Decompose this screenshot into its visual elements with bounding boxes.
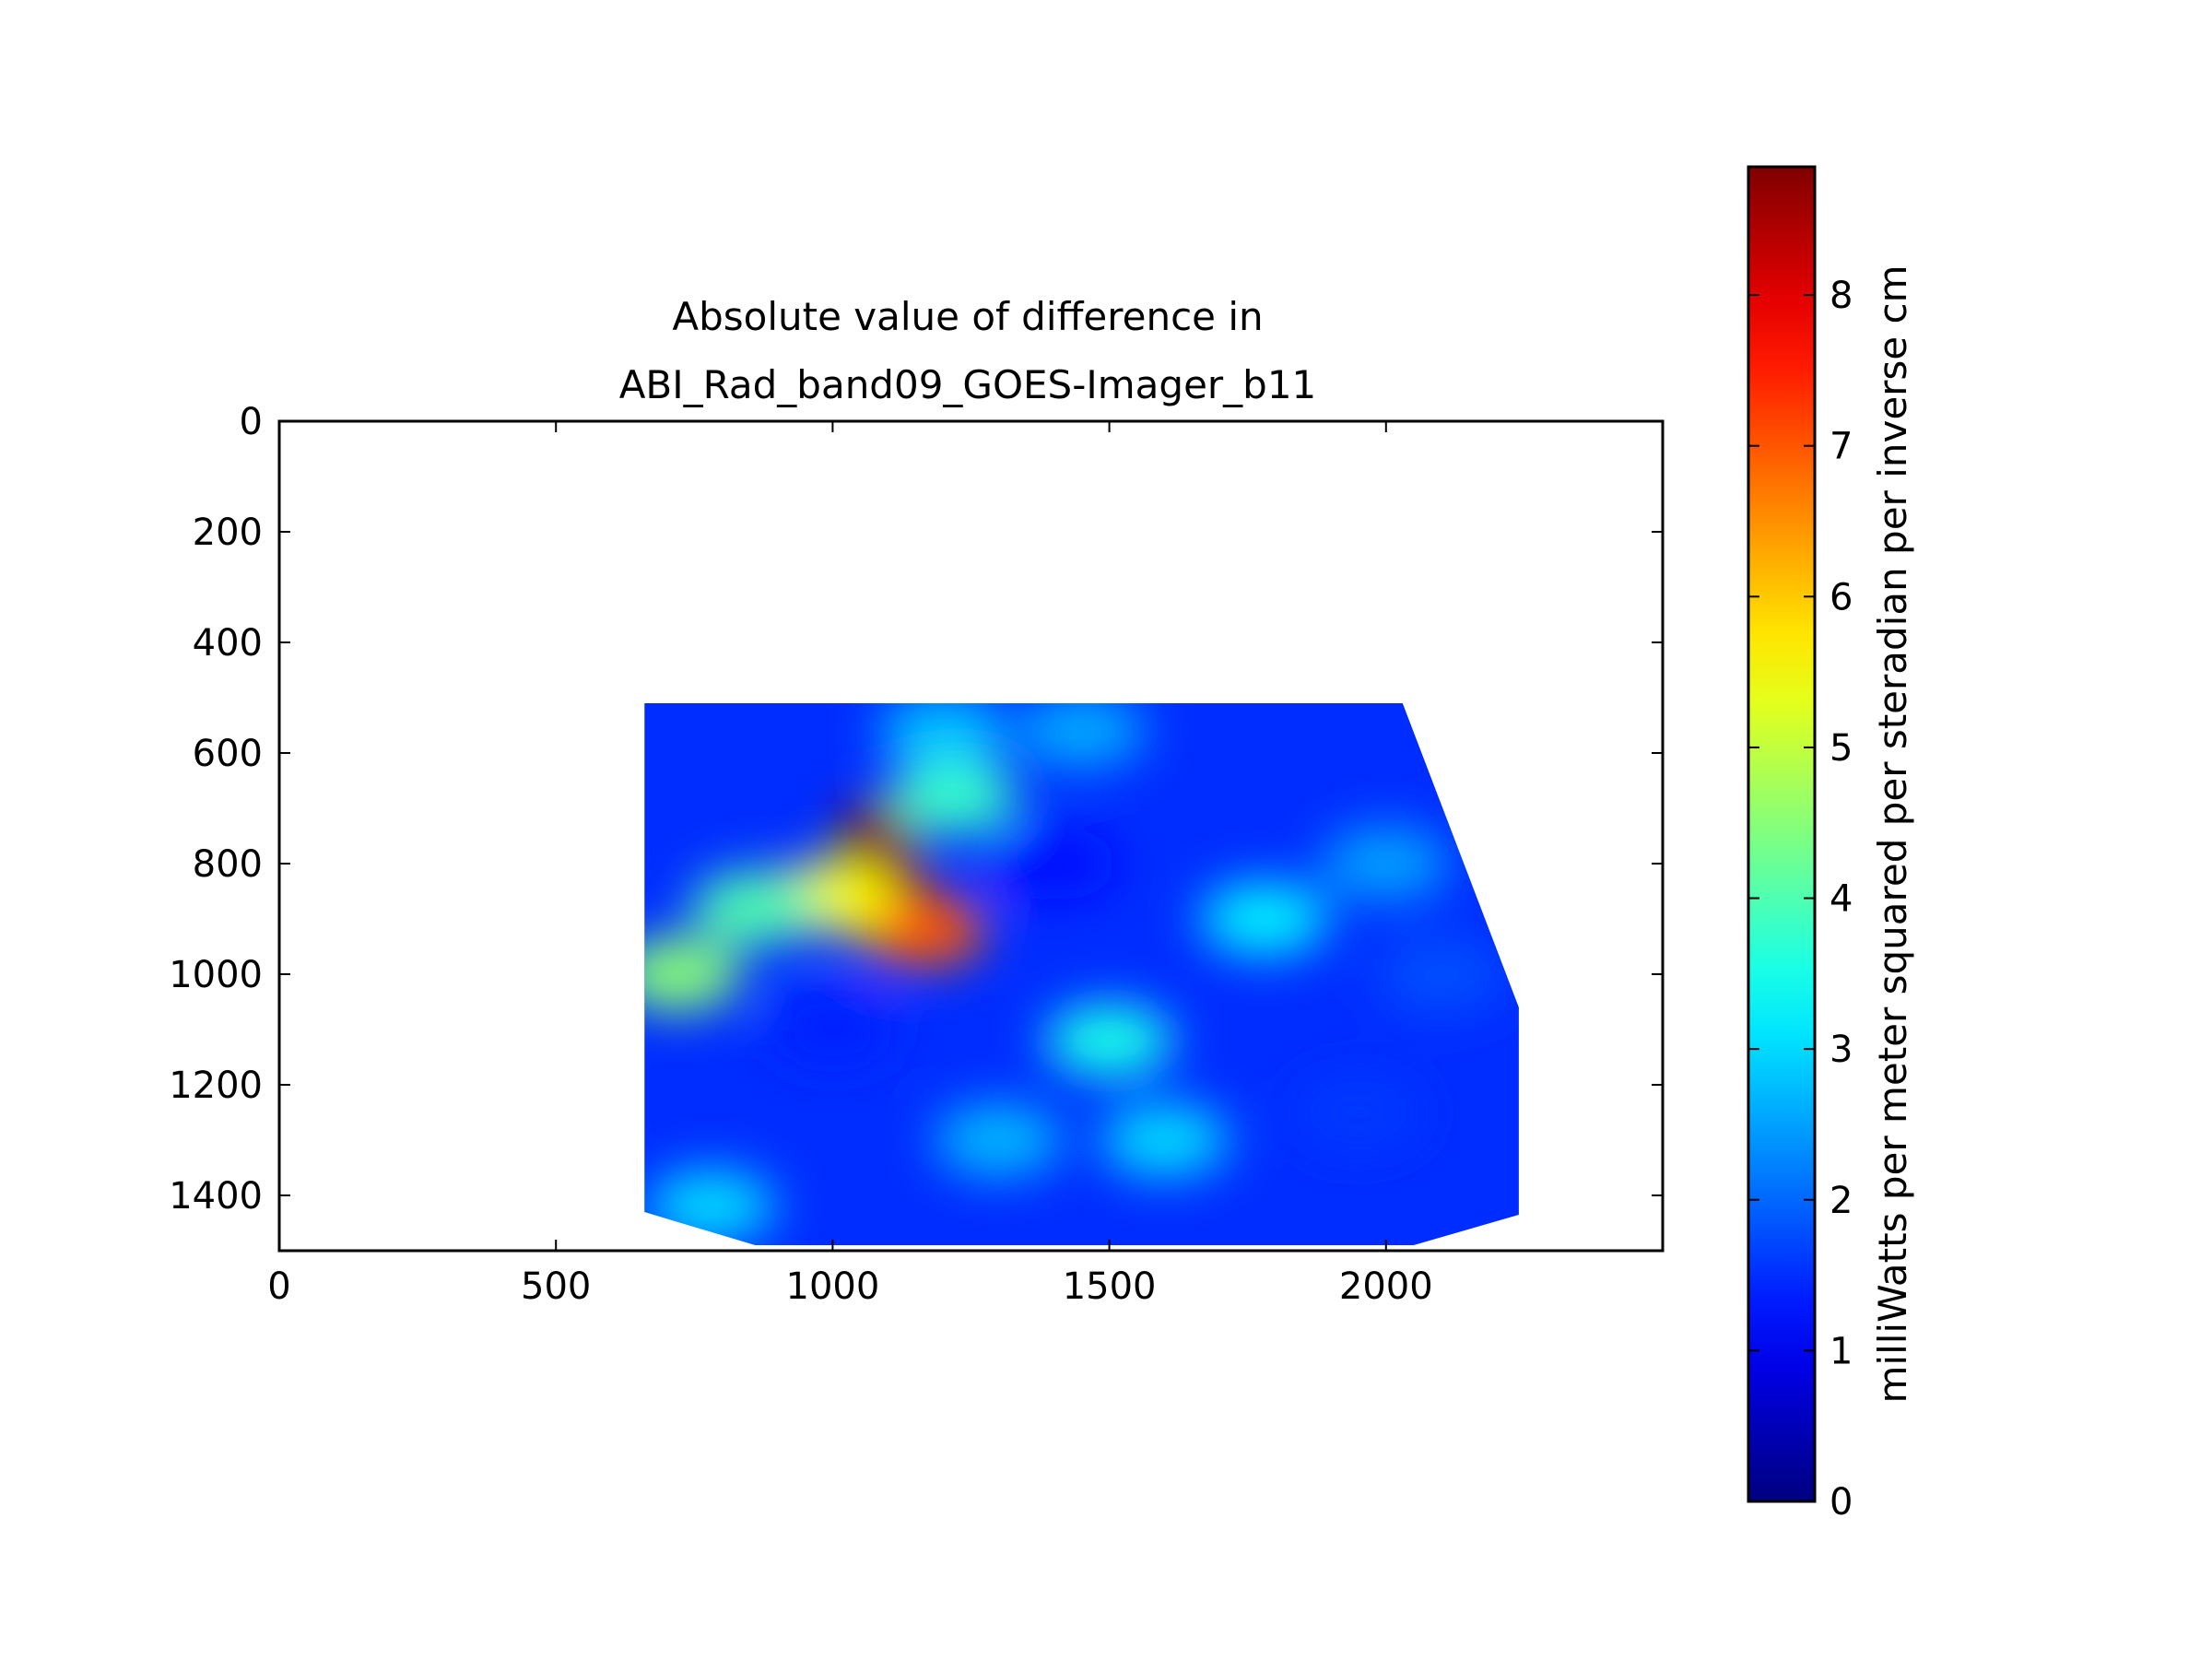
- heatmap-feature-10: [1017, 703, 1147, 768]
- plot-area: [277, 419, 1665, 1253]
- x-axis: 0 500 1000 1500 2000: [267, 421, 1433, 1308]
- y-axis: 0 200 400 600 800 1000 1200 1400: [169, 401, 1663, 1218]
- colorbar-gradient: [1747, 165, 1817, 1503]
- heatmap-feature-12: [934, 1103, 1064, 1177]
- colorbar-tick-label-4: 4: [1830, 878, 1853, 921]
- heatmap-feature-9: [878, 703, 1008, 768]
- heatmap-feature-15: [1293, 1076, 1423, 1149]
- heatmap-image: [644, 703, 1519, 1245]
- colorbar: 0 1 2 3 4 5 6 7 8 milliWatts per meter squared p…: [1747, 165, 1915, 1524]
- heatmap-feature-16: [768, 993, 898, 1066]
- colorbar-tick-label-8: 8: [1830, 275, 1853, 317]
- x-tick-label-1500: 1500: [1063, 1265, 1157, 1308]
- colorbar-tick-label-2: 2: [1830, 1180, 1853, 1222]
- heatmap-feature-17: [989, 827, 1119, 900]
- chart-title-line-1: Absolute value of difference in: [672, 294, 1263, 339]
- y-tick-label-800: 800: [193, 843, 263, 886]
- heatmap-feature-5: [644, 937, 743, 1011]
- y-tick-label-600: 600: [193, 733, 263, 775]
- heatmap-base: [644, 703, 1519, 1245]
- x-tick-label-2000: 2000: [1339, 1265, 1433, 1308]
- heatmap-feature-18: [1376, 937, 1506, 1011]
- x-tick-label-0: 0: [267, 1265, 290, 1308]
- y-tick-label-0: 0: [240, 401, 263, 443]
- colorbar-tick-label-1: 1: [1830, 1330, 1853, 1372]
- colorbar-ticks: 0 1 2 3 4 5 6 7 8: [1748, 275, 1853, 1524]
- y-tick-label-1200: 1200: [169, 1065, 263, 1107]
- colorbar-tick-label-0: 0: [1830, 1481, 1853, 1524]
- colorbar-tick-label-3: 3: [1830, 1029, 1853, 1071]
- y-tick-label-1400: 1400: [169, 1175, 263, 1218]
- heatmap-feature-4: [690, 871, 820, 945]
- heatmap-feature-7: [1044, 1004, 1174, 1077]
- plot-frame: [277, 419, 1665, 1253]
- colorbar-tick-label-7: 7: [1830, 426, 1853, 468]
- y-tick-label-400: 400: [193, 622, 263, 665]
- x-tick-label-500: 500: [521, 1265, 591, 1308]
- heatmap-feature-11: [1100, 1103, 1230, 1177]
- heatmap-feature-13: [1321, 827, 1451, 900]
- chart-title-line-2: ABI_Rad_band09_GOES-Imager_b11: [619, 362, 1317, 407]
- x-tick-label-1000: 1000: [786, 1265, 880, 1308]
- heatmap-feature-8: [1199, 882, 1329, 956]
- colorbar-label: milliWatts per meter squared per steradi…: [1870, 265, 1915, 1403]
- colorbar-tick-label-6: 6: [1830, 576, 1853, 618]
- heatmap-feature-6: [889, 760, 1019, 834]
- y-tick-label-200: 200: [193, 512, 263, 554]
- colorbar-tick-label-5: 5: [1830, 727, 1853, 770]
- y-tick-label-1000: 1000: [169, 954, 263, 996]
